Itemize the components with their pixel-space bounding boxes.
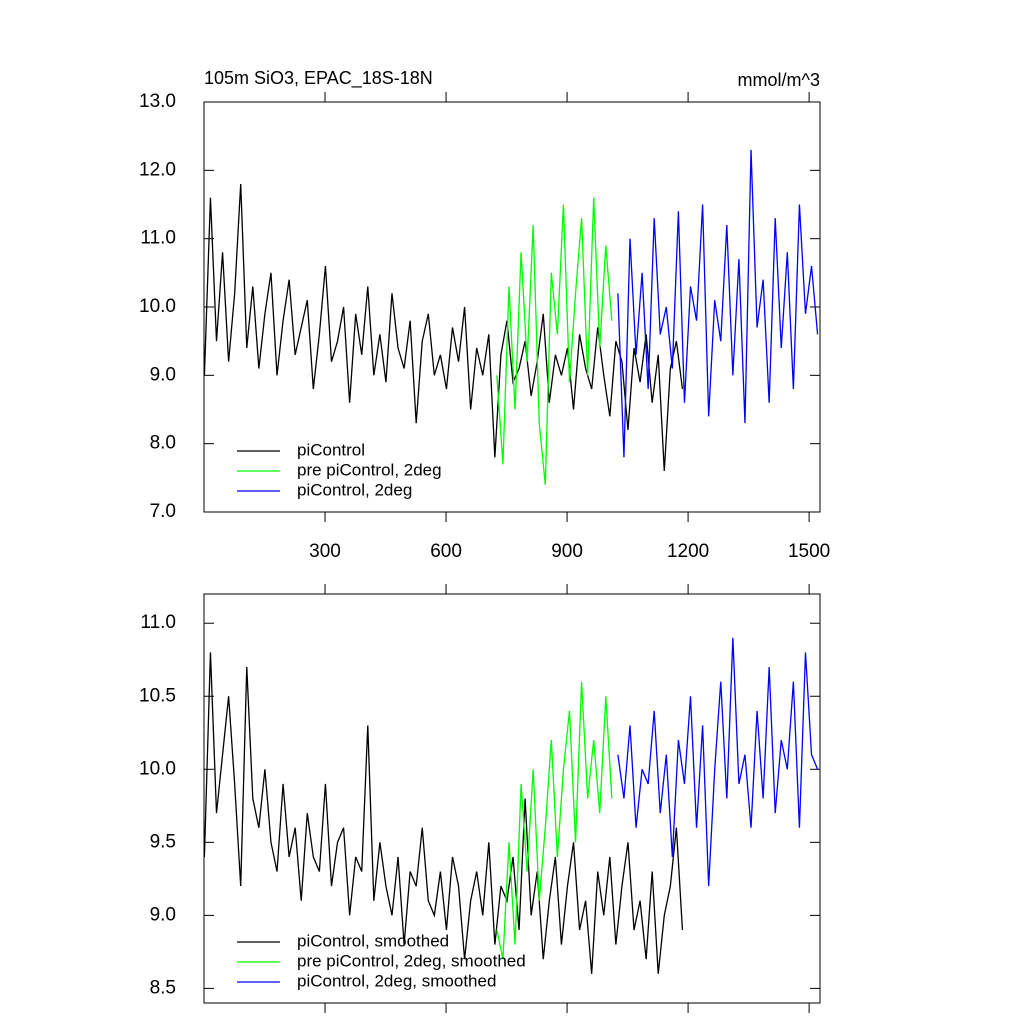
series-line	[617, 149, 819, 458]
y-tick-label: 11.0	[140, 228, 176, 249]
series-line	[203, 183, 684, 472]
series-line	[617, 637, 819, 887]
plot-frame	[203, 593, 821, 1004]
x-tick-label: 900	[551, 541, 583, 562]
x-tick-label: 300	[309, 541, 341, 562]
legend-label: piControl, 2deg, smoothed	[297, 971, 496, 990]
y-tick-label: 9.5	[150, 831, 176, 852]
legend-label: piControl, 2deg	[297, 480, 412, 499]
legend-label: piControl	[297, 440, 365, 459]
chart-title: 105m SiO3, EPAC_18S-18N	[204, 68, 433, 89]
x-tick-label: 1500	[788, 541, 830, 562]
y-tick-label: 11.0	[140, 612, 176, 633]
y-tick-label: 10.5	[139, 685, 176, 706]
y-tick-label: 8.5	[150, 977, 176, 998]
y-tick-label: 8.0	[150, 433, 176, 454]
y-tick-label: 10.0	[139, 296, 176, 317]
series-line	[496, 681, 613, 960]
y-tick-label: 7.0	[150, 501, 176, 522]
legend-label: pre piControl, 2deg	[297, 460, 442, 479]
units-label: mmol/m^3	[738, 70, 820, 90]
series-line	[496, 197, 613, 485]
x-tick-label: 600	[430, 541, 462, 562]
y-tick-label: 13.0	[139, 91, 176, 112]
y-tick-label: 12.0	[139, 159, 176, 180]
x-tick-label: 1200	[667, 541, 709, 562]
legend-label: pre piControl, 2deg, smoothed	[297, 951, 526, 970]
series-line	[203, 652, 684, 974]
legend-label: piControl, smoothed	[297, 931, 449, 950]
y-tick-label: 9.0	[150, 364, 176, 385]
y-tick-label: 9.0	[150, 904, 176, 925]
y-tick-label: 10.0	[139, 758, 176, 779]
